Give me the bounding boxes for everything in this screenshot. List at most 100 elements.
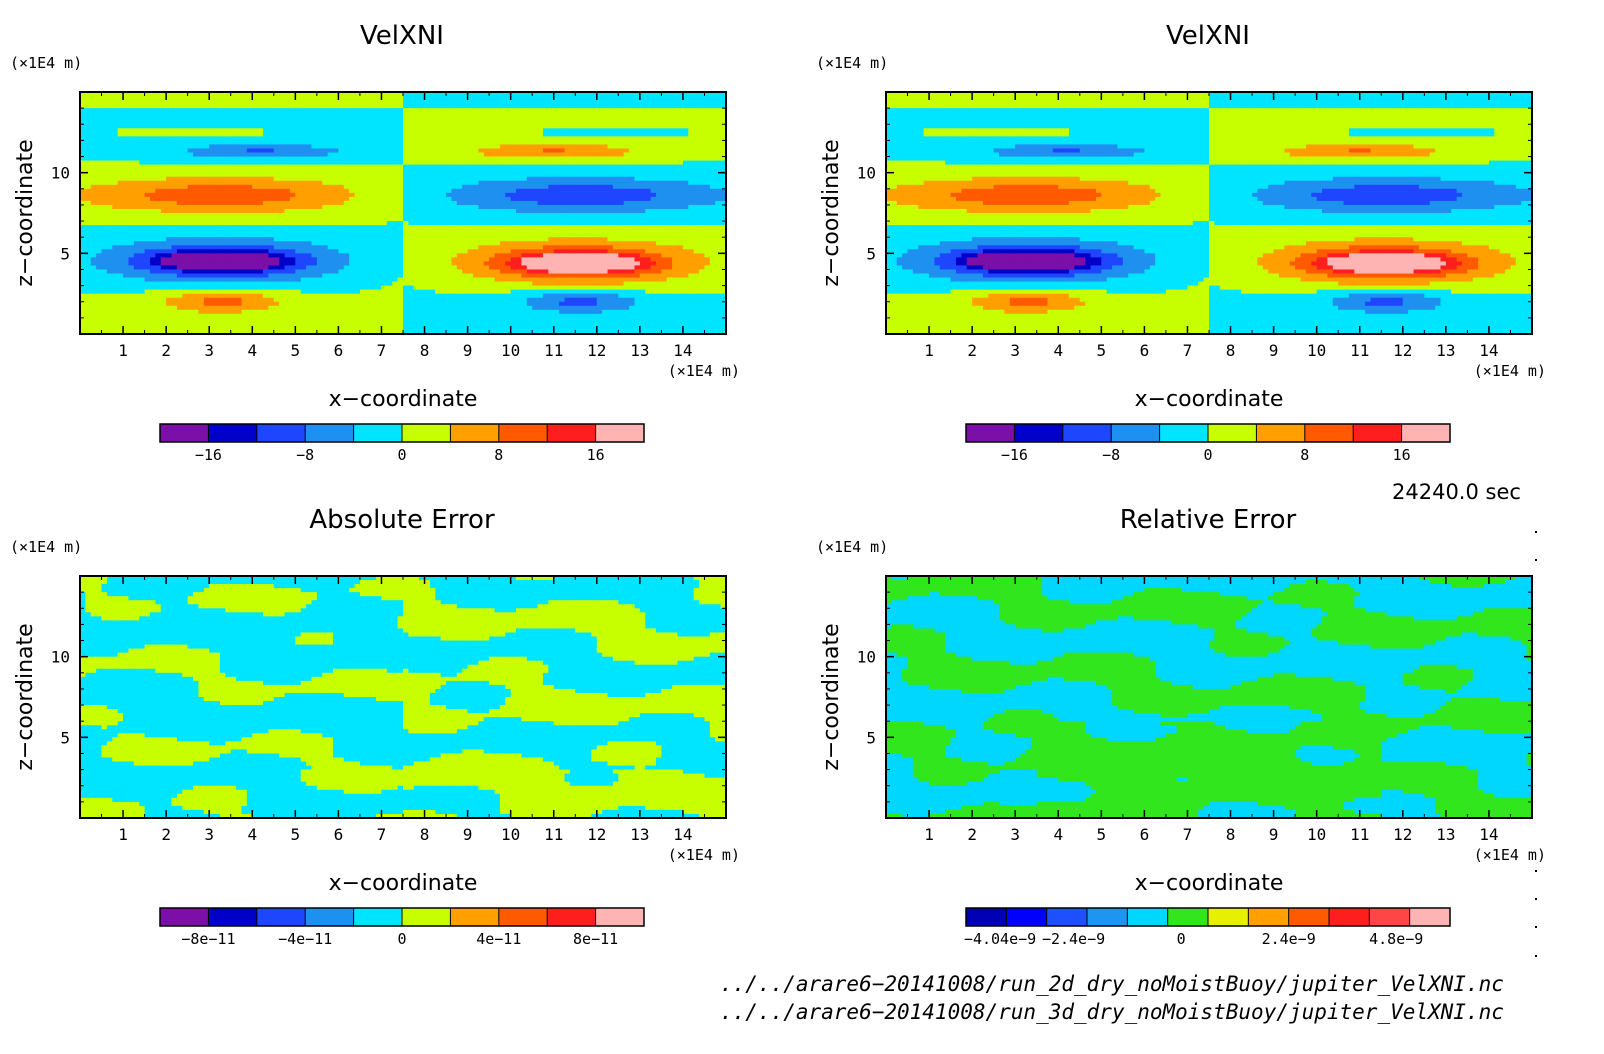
field-cell [241, 257, 248, 262]
field-cell [521, 309, 528, 315]
field-cell [516, 237, 523, 242]
field-cell [413, 196, 420, 202]
field-cell [343, 152, 350, 158]
field-cell [182, 301, 189, 307]
field-cell [225, 132, 232, 137]
field-cell [451, 281, 458, 287]
field-cell [155, 116, 162, 121]
field-cell [139, 277, 146, 283]
field-cell [85, 233, 92, 238]
field-cell [149, 160, 156, 166]
field-cell [376, 160, 383, 166]
field-cell [176, 204, 183, 210]
field-cell [279, 108, 286, 113]
field-cell [214, 148, 221, 154]
field-cell [182, 104, 189, 109]
field-cell [236, 237, 243, 242]
field-cell [101, 249, 108, 254]
field-cell [456, 104, 463, 109]
field-cell [392, 321, 399, 327]
field-cell [128, 192, 135, 198]
field-cell [257, 313, 264, 319]
field-cell [359, 168, 366, 174]
field-cell [403, 321, 409, 327]
field-cell [171, 96, 178, 101]
field-cell [381, 196, 388, 202]
field-cell [494, 92, 501, 97]
field-cell [403, 112, 409, 117]
field-cell [311, 196, 318, 202]
field-cell [236, 100, 243, 105]
field-cell [354, 277, 361, 283]
field-cell [273, 261, 280, 267]
field-cell [128, 172, 135, 178]
field-cell [408, 241, 415, 246]
field-cell [526, 96, 533, 101]
field-cell [101, 297, 108, 303]
field-cell [155, 192, 162, 198]
field-cell [160, 321, 167, 327]
field-cell [435, 164, 442, 170]
field-cell [354, 104, 361, 109]
field-cell [273, 281, 280, 287]
field-cell [106, 132, 113, 137]
field-cell [322, 321, 329, 327]
field-cell [333, 269, 339, 275]
field-cell [160, 124, 167, 129]
field-cell [155, 172, 162, 178]
field-cell [392, 140, 399, 146]
field-cell [413, 253, 420, 258]
field-cell [403, 124, 409, 129]
field-cell [80, 249, 86, 254]
field-cell [295, 301, 302, 307]
field-cell [521, 96, 528, 101]
field-cell [300, 116, 307, 121]
field-cell [456, 289, 463, 295]
field-cell [236, 233, 243, 238]
field-cell [144, 108, 151, 113]
field-cell [419, 136, 426, 141]
field-cell [187, 293, 194, 299]
field-cell [327, 321, 334, 327]
field-cell [343, 120, 350, 125]
field-cell [435, 96, 442, 101]
field-cell [365, 100, 372, 105]
field-cell [160, 237, 167, 242]
field-cell [392, 233, 399, 238]
field-cell [214, 96, 221, 101]
field-cell [386, 249, 393, 254]
field-cell [198, 168, 205, 174]
field-cell [117, 277, 124, 283]
field-cell [85, 200, 92, 206]
field-cell [225, 221, 232, 226]
field-cell [478, 233, 485, 238]
field-cell [521, 164, 528, 170]
field-cell [489, 249, 496, 254]
field-cell [236, 120, 243, 125]
field-cell [225, 257, 232, 262]
field-cell [187, 128, 194, 133]
field-cell [268, 152, 275, 158]
field-cell [241, 128, 248, 133]
field-cell [462, 221, 469, 226]
field-cell [155, 124, 162, 129]
field-cell [505, 285, 512, 291]
field-cell [327, 281, 334, 287]
field-cell [85, 108, 92, 113]
field-cell [112, 269, 119, 275]
field-cell [429, 309, 436, 315]
field-cell [144, 241, 151, 246]
field-cell [456, 245, 463, 250]
field-cell [521, 92, 528, 97]
field-cell [236, 112, 243, 117]
field-cell [209, 92, 216, 97]
field-cell [209, 317, 216, 323]
field-cell [209, 245, 216, 250]
field-cell [505, 325, 512, 331]
field-cell [462, 108, 469, 113]
field-cell [90, 136, 97, 141]
field-cell [85, 92, 92, 97]
field-cell [516, 156, 523, 162]
field-cell [311, 309, 318, 315]
field-cell [257, 96, 264, 101]
